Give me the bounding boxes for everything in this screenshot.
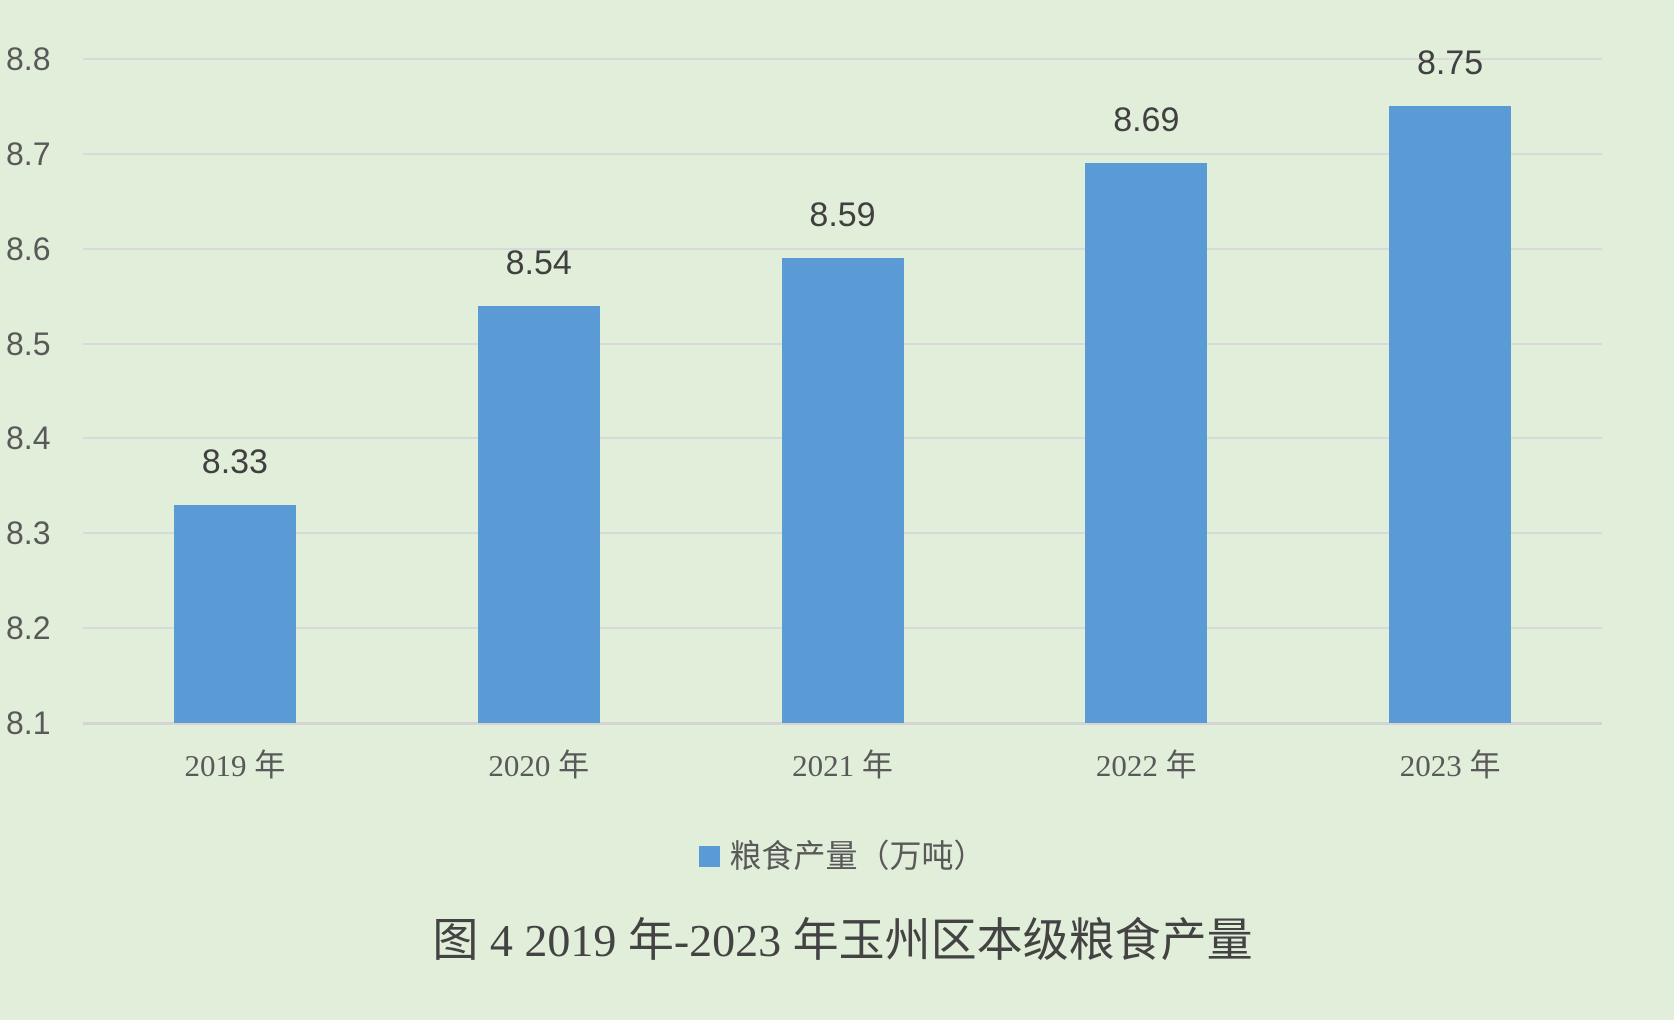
x-tick-label-2022: 2022 年 bbox=[1095, 748, 1197, 783]
bar-2020 bbox=[477, 305, 600, 723]
y-tick-label-8.2: 8.2 bbox=[6, 610, 51, 647]
x-tick-label-2021: 2021 年 bbox=[792, 748, 893, 783]
bar-value-label: 8.59 bbox=[809, 196, 876, 235]
x-tick-label-2020: 2020 年 bbox=[488, 748, 590, 783]
legend-swatch-icon bbox=[699, 845, 721, 867]
bar-2022 bbox=[1085, 163, 1208, 723]
y-tick-label-8.4: 8.4 bbox=[6, 420, 51, 457]
x-tick-label-2019: 2019 年 bbox=[184, 748, 286, 783]
legend: 粮食产量（万吨） bbox=[83, 838, 1602, 874]
gridline-8.8 bbox=[83, 58, 1602, 60]
bar-2021 bbox=[781, 258, 904, 723]
bar-2019 bbox=[173, 504, 296, 723]
y-tick-label-8.7: 8.7 bbox=[6, 135, 51, 172]
chart-title: 图 4 2019 年-2023 年玉州区本级粮食产量 bbox=[432, 915, 1253, 966]
gridline-8.6 bbox=[83, 247, 1602, 250]
bar-value-label: 8.33 bbox=[201, 442, 268, 481]
bar-value-label: 8.75 bbox=[1417, 44, 1484, 83]
y-tick-label-8.1: 8.1 bbox=[6, 705, 51, 741]
y-tick-label-8.8: 8.8 bbox=[6, 41, 51, 77]
legend-label: 粮食产量（万吨） bbox=[729, 838, 986, 874]
y-tick-label-8.3: 8.3 bbox=[6, 515, 51, 552]
x-tick-label-2023: 2023 年 bbox=[1399, 748, 1501, 783]
bar-2023 bbox=[1389, 106, 1512, 723]
bar-value-label: 8.69 bbox=[1113, 101, 1180, 140]
y-tick-label-8.5: 8.5 bbox=[6, 325, 51, 362]
gridline-8.7 bbox=[83, 152, 1602, 155]
bar-value-label: 8.54 bbox=[505, 243, 572, 282]
y-tick-label-8.6: 8.6 bbox=[6, 230, 51, 267]
x-axis-line bbox=[83, 722, 1602, 725]
